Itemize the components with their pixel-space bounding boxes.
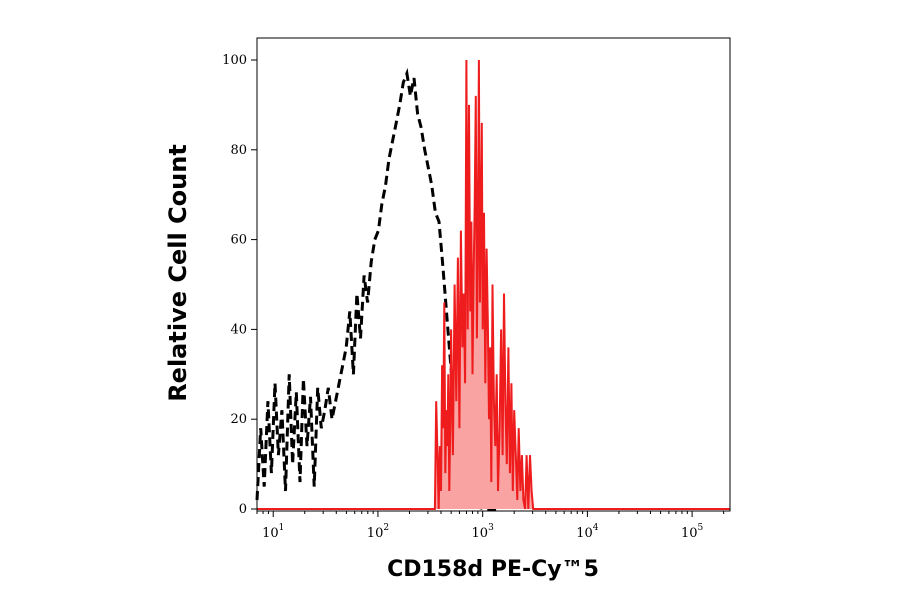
x-tick-label: 102: [367, 523, 389, 541]
y-tick-label: 100: [222, 53, 247, 68]
x-tick-label: 103: [472, 523, 495, 541]
y-axis: 0 20 40 60 80 100: [222, 53, 257, 517]
y-tick-label: 0: [239, 502, 247, 517]
x-axis-title: CD158d PE-Cy™5: [387, 557, 599, 582]
y-axis-title: Relative Cell Count: [164, 144, 192, 402]
y-tick-label: 80: [230, 143, 247, 158]
y-tick-label: 40: [230, 322, 247, 337]
x-axis: 101 102 103 104 105: [256, 511, 725, 541]
x-tick-label: 104: [576, 523, 599, 541]
x-tick-label: 105: [681, 523, 704, 541]
plot-series: [255, 59, 730, 511]
series-2-line: [257, 59, 730, 510]
y-tick-label: 60: [230, 233, 247, 248]
plot-frame: [256, 37, 731, 512]
y-tick-label: 20: [230, 412, 247, 427]
x-tick-label: 101: [262, 523, 284, 541]
